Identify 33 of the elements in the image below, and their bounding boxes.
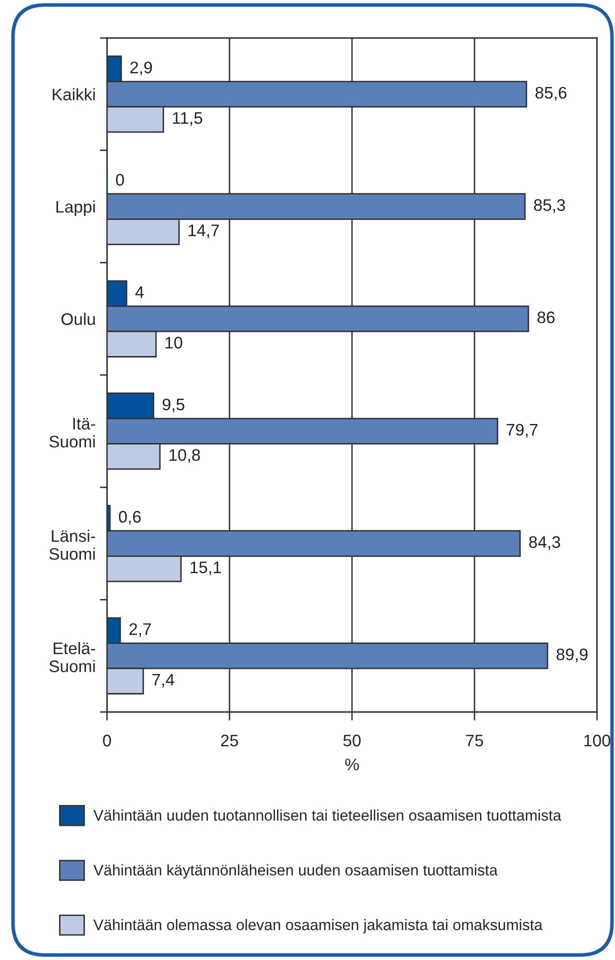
data-label: 86	[537, 312, 555, 324]
y-tick-label: Lappi	[56, 200, 95, 216]
data-label: 9,5	[162, 398, 184, 412]
data-label: 4	[135, 286, 144, 298]
data-label: 2,7	[129, 623, 151, 637]
legend-label: Vähintään olemassa olevan osaamisen jakamista tai omaksumista	[93, 919, 543, 934]
data-label: 2,9	[130, 62, 152, 76]
data-label: 84,3	[529, 536, 560, 550]
x-axis-title: %	[345, 758, 359, 770]
y-tick-label: Etelä- Suomi	[49, 642, 96, 672]
data-label: 85,3	[534, 199, 566, 213]
x-tick-label: 25	[221, 734, 238, 746]
data-label: 15,1	[190, 562, 221, 576]
legend-label: Vähintään käytännönläheisen uuden osaamisen tuottamista	[93, 864, 498, 879]
x-tick-label: 75	[466, 734, 484, 746]
data-label: 11,5	[172, 112, 202, 126]
data-label: 0,6	[118, 510, 141, 525]
x-tick-label: 50	[343, 734, 361, 746]
data-label: 0	[116, 174, 124, 186]
data-label: 14,7	[188, 224, 219, 238]
y-tick-label: Oulu	[61, 312, 95, 326]
data-label: 10	[166, 336, 182, 349]
y-tick-label: Länsi- Suomi	[49, 530, 96, 560]
x-tick-label: 100	[584, 734, 610, 746]
x-tick-label: 0	[103, 734, 111, 746]
data-label: 89,9	[556, 648, 588, 662]
data-label: 7,4	[152, 674, 174, 688]
data-label: 79,7	[506, 424, 538, 438]
data-label: 85,6	[535, 86, 566, 101]
y-tick-label: Kaikki	[52, 88, 95, 100]
legend-label: Vähintään uuden tuotannollisen tai tieteellisen osaamisen tuottamista	[93, 810, 562, 821]
y-tick-label: Itä- Suomi	[49, 418, 96, 448]
data-label: 10,8	[170, 449, 200, 463]
